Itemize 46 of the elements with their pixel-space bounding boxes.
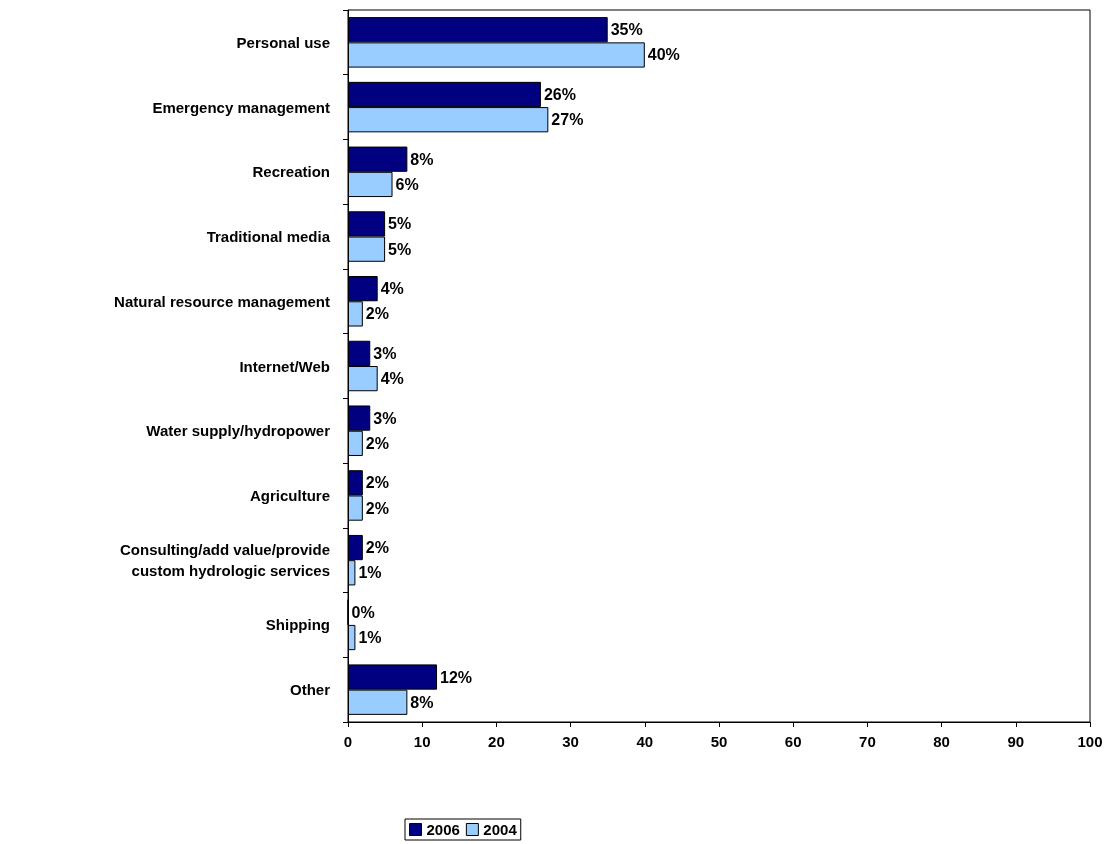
x-tick-label: 40 [636,733,654,750]
data-label: 1% [358,629,382,647]
y-tick-label: Consulting/add value/provide custom hydrologic services [119,541,330,580]
data-label: 4% [380,280,404,298]
x-tick-label: 80 [933,733,950,750]
y-tick-label: Other [289,681,331,699]
x-tick-label: 100 [1077,733,1103,750]
y-tick-label: Agriculture [249,486,330,504]
y-tick-label: Recreation [252,163,330,181]
legend-label: 2006 [426,821,460,838]
y-tick-label: Natural resource management [114,292,330,310]
x-tick-label: 60 [784,733,802,750]
y-tick-label: Shipping [265,616,330,634]
x-tick-label: 70 [859,733,876,750]
data-label: 6% [395,175,419,193]
data-label: 2% [365,499,389,517]
y-tick-label: Personal use [236,33,330,51]
data-label: 40% [647,46,680,64]
data-label: 3% [373,409,397,427]
x-tick-label: 90 [1007,733,1025,750]
y-tick-label: Emergency management [152,98,330,116]
x-tick-label: 50 [710,733,728,750]
y-tick-label: Internet/Web [239,357,330,375]
data-label: 2% [365,305,389,323]
data-label: 3% [373,344,397,362]
data-label: 35% [610,21,643,39]
data-label: 8% [410,693,434,711]
data-label: 4% [380,370,404,388]
legend-label: 2004 [483,821,518,838]
x-tick-label: 30 [562,733,579,750]
x-tick-label: 0 [343,733,353,750]
data-label: 12% [440,668,473,686]
data-label: 5% [388,215,412,233]
data-label: 1% [358,564,382,582]
data-label: 2% [365,434,389,452]
x-tick-label: 10 [413,733,431,750]
data-label: 26% [543,85,576,103]
y-tick-label: Traditional media [206,228,331,246]
data-label: 8% [410,150,434,168]
data-label: 5% [388,240,412,258]
data-label: 27% [551,111,584,129]
x-tick-label: 20 [488,733,505,750]
data-label: 2% [365,474,389,492]
data-label: 0% [351,603,375,621]
data-label: 2% [365,539,389,557]
y-tick-label: Water supply/hydropower [146,422,331,440]
